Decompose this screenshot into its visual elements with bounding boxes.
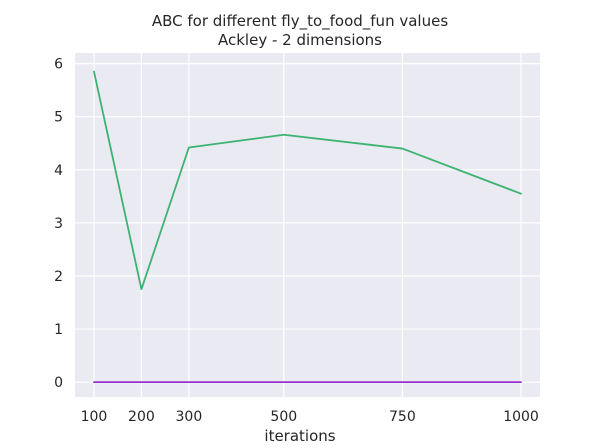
chart-title: ABC for different fly_to_food_fun values — [151, 12, 449, 30]
x-tick-label: 500 — [270, 409, 297, 425]
x-tick-label: 1000 — [503, 409, 539, 425]
y-tick-label: 6 — [54, 57, 63, 73]
x-tick-label: 300 — [176, 409, 203, 425]
y-tick-label: 1 — [54, 322, 63, 338]
tick-labels: 100 200 300 500 750 1000 0 1 2 3 4 5 6 — [54, 57, 539, 425]
x-tick-label: 100 — [81, 409, 108, 425]
chart-subtitle: Ackley - 2 dimensions — [218, 31, 382, 49]
y-tick-label: 5 — [54, 110, 63, 126]
series-layer — [93, 70, 522, 384]
x-axis-label: iterations — [264, 427, 336, 445]
y-tick-label: 0 — [54, 375, 63, 391]
series-line-1 — [93, 70, 522, 291]
y-tick-label: 4 — [54, 163, 63, 179]
y-tick-label: 2 — [54, 269, 63, 285]
y-tick-label: 3 — [54, 216, 63, 232]
plot-area — [75, 53, 540, 397]
x-tick-label: 200 — [128, 409, 155, 425]
x-tick-label: 750 — [389, 409, 416, 425]
